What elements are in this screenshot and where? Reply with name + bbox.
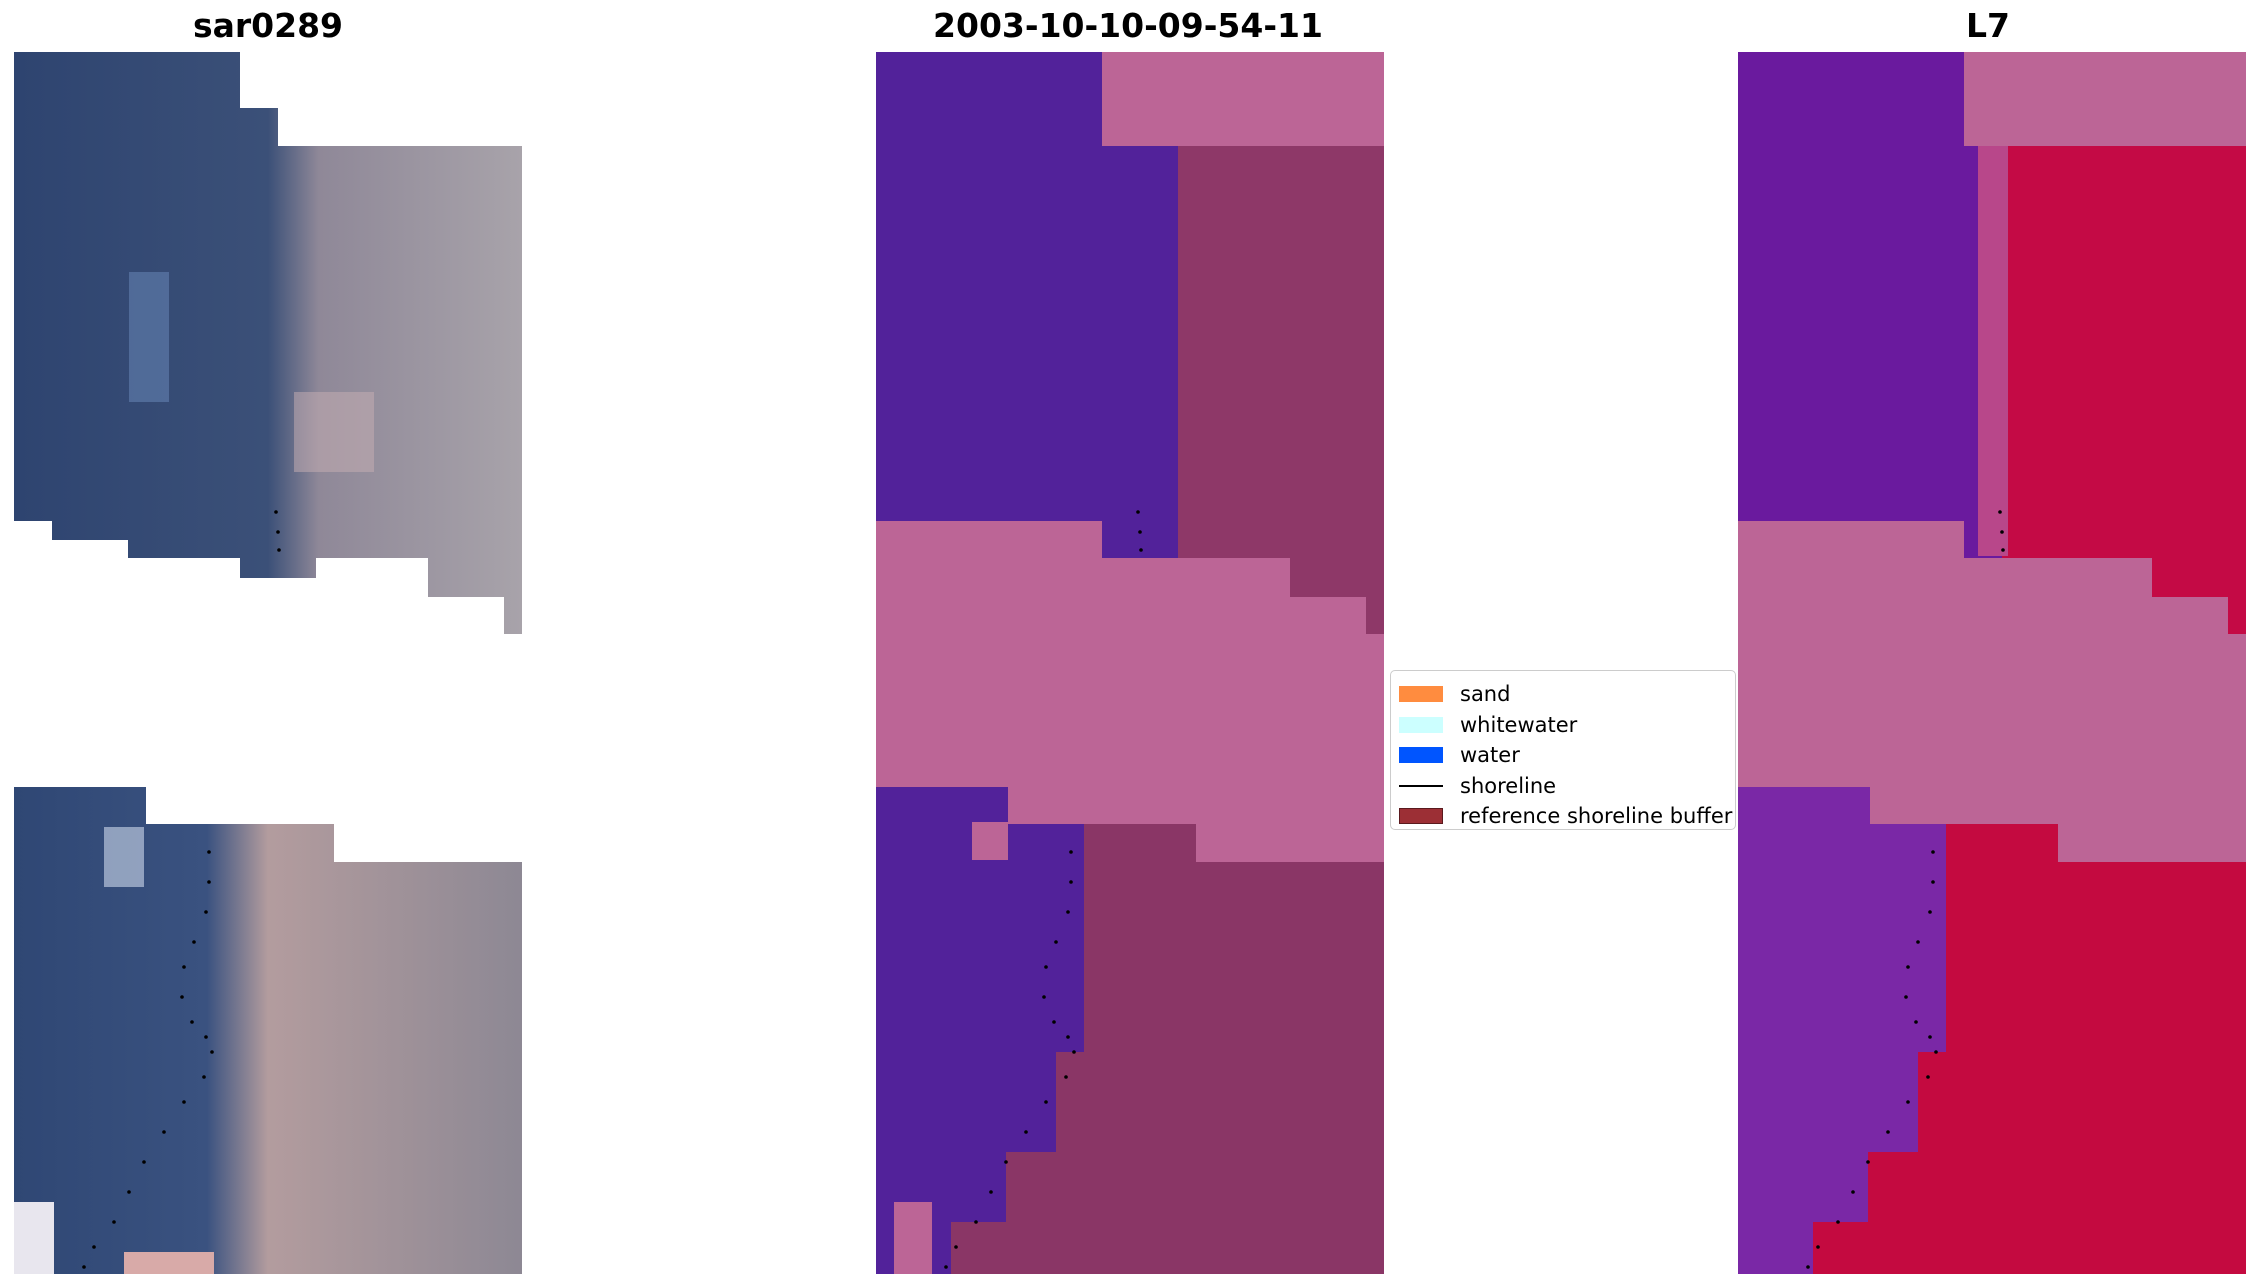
legend-item-sand: sand xyxy=(1391,679,1735,710)
legend-label: water xyxy=(1460,743,1520,768)
sand-swatch xyxy=(1399,686,1443,703)
legend-label: sand xyxy=(1460,682,1511,707)
rgb-image xyxy=(14,52,522,1274)
panel-title-classified: 2003-10-10-09-54-11 xyxy=(933,6,1323,45)
water-swatch xyxy=(1399,747,1443,764)
legend-label: shoreline xyxy=(1460,773,1557,798)
shoreline-dots xyxy=(944,510,1143,1269)
classified-image xyxy=(876,52,1384,1274)
legend-label: reference shoreline buffer xyxy=(1460,804,1733,829)
whitewater-swatch xyxy=(1399,716,1443,733)
legend-item-whitewater: whitewater xyxy=(1391,710,1735,741)
shoreline-dots xyxy=(1806,510,2005,1269)
panel-title-l7: L7 xyxy=(1966,6,2010,45)
reference-buffer-swatch xyxy=(1399,808,1443,825)
legend-item-reference-buffer: reference shoreline buffer xyxy=(1391,801,1735,832)
panel-title-rgb: sar0289 xyxy=(192,6,344,45)
l7-image xyxy=(1738,52,2246,1274)
rgb-image-panel xyxy=(14,52,522,1274)
legend-label: whitewater xyxy=(1460,712,1578,737)
legend-item-water: water xyxy=(1391,740,1735,771)
l7-image-panel xyxy=(1738,52,2246,1274)
shoreline-dots xyxy=(82,510,281,1269)
shoreline-swatch xyxy=(1399,784,1443,787)
classified-image-panel xyxy=(876,52,1384,1274)
legend-item-shoreline: shoreline xyxy=(1391,771,1735,802)
legend: sand whitewater water shoreline referenc… xyxy=(1390,670,1736,830)
